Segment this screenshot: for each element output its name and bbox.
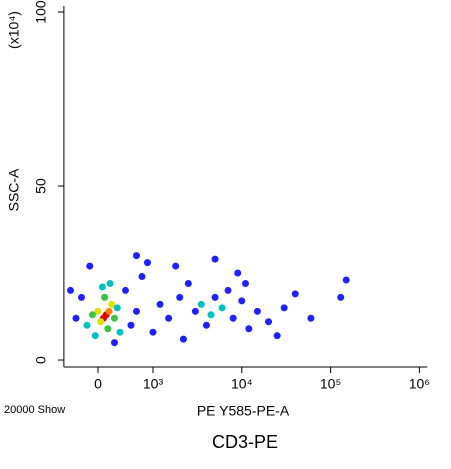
event-point [265,318,273,326]
y-multiplier: (x10⁴) [6,11,22,49]
event-point [127,321,135,329]
event-point [104,325,112,333]
event-point [245,325,253,333]
event-point [105,307,113,315]
event-point [342,276,350,284]
event-point [165,314,173,322]
event-point [241,279,249,287]
y-tick-label: 0 [33,356,49,364]
event-point [144,259,151,267]
event-point [98,283,106,291]
event-point [91,332,99,340]
event-point [280,304,288,312]
event-point [211,293,219,301]
event-point [253,307,261,315]
event-point [149,328,157,336]
event-point [179,335,187,343]
event-point [111,339,118,347]
event-point [86,262,94,270]
event-point [229,314,237,322]
event-point [133,252,140,260]
y-tick-label: 100 [33,0,49,24]
y-axis-label: SSC-A [6,168,22,211]
event-point [218,304,226,312]
x-axis-label: PE Y585-PE-A [197,403,290,419]
event-point [176,293,184,301]
event-count: 20000 Show [4,404,65,416]
event-point [111,314,118,322]
x-tick-label: 10⁶ [409,376,430,392]
event-point [337,293,345,301]
event-point [207,311,215,319]
event-point [89,311,96,319]
event-point [234,269,242,277]
event-point [172,262,180,270]
event-point [273,332,281,340]
event-point [191,307,199,315]
event-point [138,273,146,281]
event-point [97,318,105,326]
event-point [133,307,140,315]
event-point [224,286,232,294]
event-point [101,293,109,301]
event-point [197,300,205,308]
event-point [307,314,315,322]
event-point [67,286,74,294]
event-point [156,300,164,308]
event-point [94,307,102,315]
event-point [113,304,121,312]
event-point [72,314,80,322]
x-tick-label: 10⁵ [320,376,341,392]
event-point [184,279,192,287]
chart-title: CD3-PE [212,432,278,452]
y-tick-label: 50 [33,178,49,194]
event-point [78,293,85,301]
event-point [238,297,246,305]
event-point [106,279,114,287]
event-point [291,290,299,298]
event-point [116,328,124,336]
x-tick-label: 10³ [143,376,164,392]
x-tick-label: 0 [94,376,102,392]
x-tick-label: 10⁴ [231,376,253,392]
event-point [108,300,116,308]
event-point [202,321,210,329]
event-point [122,286,129,294]
event-point [211,255,219,263]
event-point [83,321,91,329]
